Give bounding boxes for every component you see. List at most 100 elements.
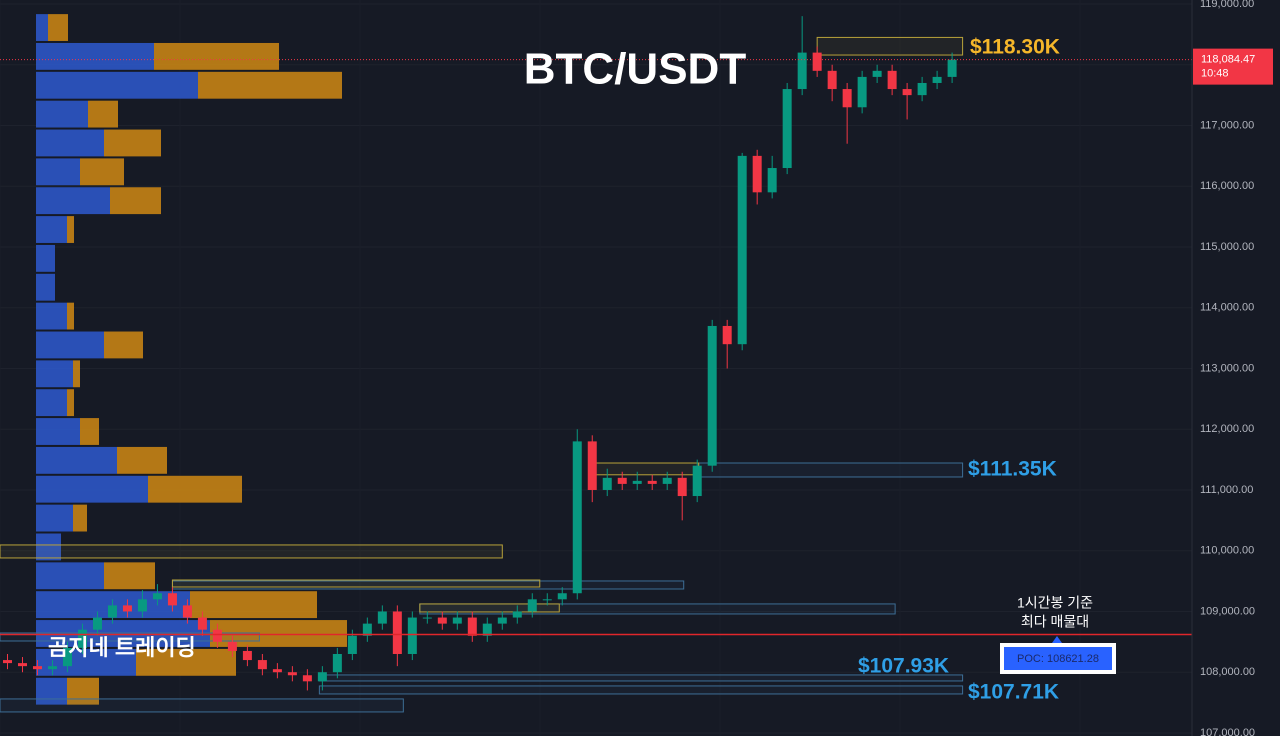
candle-body [497,617,507,624]
zones [0,36,964,713]
candle-body [272,669,282,673]
candle-body [212,629,222,642]
chart-title: BTC/USDT [524,45,747,94]
candle-body [617,477,627,484]
y-tick-label: 112,000.00 [1200,423,1254,435]
y-tick-label: 107,000.00 [1200,727,1255,736]
candle-body [482,623,492,636]
candle-body [857,76,867,108]
poc-box [1004,647,1112,670]
zone [593,462,700,476]
candle-body [107,605,117,618]
profile-buy [36,446,117,474]
candle-body [422,617,432,619]
candles [2,16,957,691]
profile-buy [36,418,80,445]
y-tick-label: 115,000.00 [1200,241,1254,253]
candle-body [437,617,447,624]
candle-body [632,480,642,484]
profile-buy [36,14,48,41]
candle-body [242,650,252,661]
candle-body [752,155,762,193]
profile-sell [154,42,279,70]
poc-label: POC: 108621.28 [1017,653,1099,665]
profile-buy [36,620,210,647]
profile-sell [80,158,124,186]
candle-body [287,672,297,676]
candle-body [62,647,72,667]
candle-body [302,675,312,682]
candle-body [542,599,552,601]
y-tick-label: 108,000.00 [1200,666,1255,678]
candle-body [512,611,522,618]
zone [0,698,404,713]
profile-sell [73,360,80,388]
profile-sell [104,129,161,157]
candle-body [362,623,372,636]
profile-buy [36,273,55,301]
candle-body [122,605,132,612]
profile-buy [36,475,148,503]
candle-body [347,635,357,654]
y-tick-label: 119,000.00 [1200,0,1254,10]
profile-sell [67,389,74,417]
profile-sell [80,418,99,445]
candle-body [677,477,687,497]
profile-buy [36,302,67,330]
zone [419,603,560,613]
candle-body [572,441,582,594]
candle-body [827,70,837,90]
profile-buy [36,216,67,243]
profile-buy [36,533,61,561]
candle-body [2,660,12,664]
last-price-label: 118,084.47 [1201,54,1255,66]
candle-body [407,617,417,654]
price-annotation: $107.71K [968,681,1059,704]
poc-note: 최다 매물대 [1021,614,1089,630]
candle-body [152,593,162,600]
y-tick-label: 116,000.00 [1200,180,1254,192]
candle-body [662,477,672,484]
profile-buy [36,71,198,99]
candle-body [887,70,897,90]
candle-body [92,617,102,630]
candle-body [182,605,192,618]
profile-sell [67,677,99,705]
zone [318,685,964,695]
profile-buy [36,42,154,70]
candle-body [812,52,822,71]
profile-buy [36,389,67,417]
candle-body [782,89,792,169]
profile-buy [36,100,88,128]
candle-body [557,593,567,600]
profile-sell [104,331,143,359]
last-price-time: 10:48 [1201,68,1229,80]
profile-sell [48,14,68,41]
candle-body [647,480,657,484]
price-annotation: $118.30K [970,36,1060,59]
candle-body [227,641,237,651]
y-tick-label: 110,000.00 [1200,545,1254,557]
y-tick-label: 117,000.00 [1200,119,1254,131]
y-tick-label: 113,000.00 [1200,362,1254,374]
candle-body [797,52,807,90]
candle-body [32,666,42,670]
zone [0,544,503,559]
candle-body [587,441,597,490]
zone [698,462,964,478]
candle-body [197,617,207,630]
candle-body [902,89,912,96]
profile-buy [36,562,104,590]
profile-sell [117,446,167,474]
candle-body [527,599,537,612]
candle-body [917,82,927,96]
profile-buy [36,504,73,532]
zone [0,632,260,642]
candle-body [947,59,957,77]
profile-sell [67,302,74,330]
y-tick-label: 109,000.00 [1200,605,1255,617]
profile-sell [148,475,242,503]
candle-body [842,89,852,108]
